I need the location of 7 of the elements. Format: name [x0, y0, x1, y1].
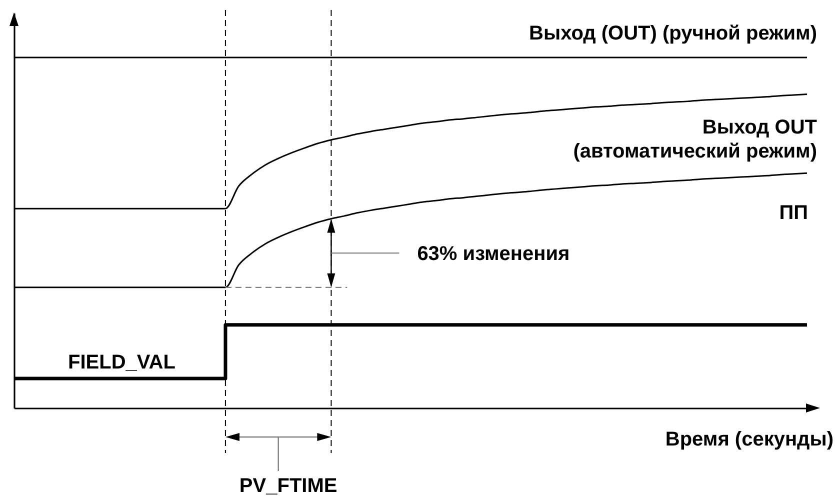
x-axis-title: Время (секунды) — [665, 428, 834, 450]
series-label: Выход OUT (автоматический режим) — [573, 116, 817, 162]
annotation: 63% изменения — [417, 243, 570, 266]
series-label: ПП — [779, 202, 808, 224]
series-label: Выход (OUT) (ручной режим) — [529, 22, 817, 44]
series-label: FIELD_VAL — [68, 352, 176, 374]
text: PV_FTIME — [239, 475, 338, 497]
